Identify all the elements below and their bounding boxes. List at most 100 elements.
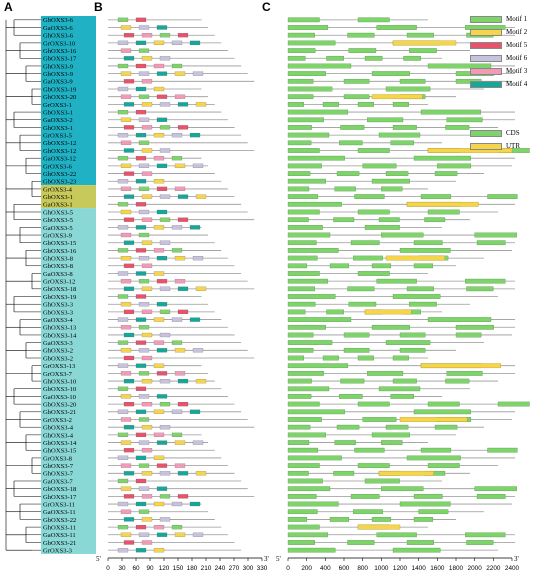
- motif-box: [174, 71, 186, 76]
- axis-b-tick-label: 300: [243, 565, 254, 572]
- motif-box: [177, 217, 189, 222]
- motif-box: [192, 163, 204, 168]
- motif-box: [153, 248, 165, 253]
- cds-box: [287, 63, 352, 69]
- motif-legend-swatch: [470, 81, 502, 88]
- motif-box: [195, 286, 207, 291]
- motif-box: [156, 186, 168, 191]
- gene-label: GbOXS3-1: [43, 110, 73, 117]
- cds-box: [287, 86, 333, 92]
- cds-box: [350, 240, 380, 246]
- motif-box: [135, 317, 147, 322]
- cds-box: [427, 63, 492, 69]
- motif-box: [171, 524, 183, 530]
- cds-box: [357, 463, 390, 468]
- cds-box: [287, 278, 329, 284]
- motif-box: [138, 209, 150, 215]
- cds-box: [413, 240, 443, 246]
- cds-box: [357, 401, 390, 407]
- motif-box: [135, 40, 147, 46]
- gene-label: GaOXS3-4: [43, 317, 73, 324]
- motif-box: [138, 163, 150, 168]
- motif-box: [117, 248, 129, 253]
- cds-box: [287, 394, 312, 399]
- cds-box: [287, 501, 339, 507]
- cds-box: [466, 286, 494, 292]
- axis-b-tick-label: 210: [201, 565, 212, 572]
- motif-box: [159, 332, 171, 338]
- motif-box: [117, 548, 129, 553]
- motif-box: [123, 402, 135, 407]
- motif-box: [123, 471, 135, 476]
- motif-box: [120, 463, 132, 468]
- cds-box: [362, 163, 397, 169]
- motif-box: [120, 140, 132, 145]
- motif-box: [120, 325, 132, 330]
- gene-label: GbOXS3-1: [43, 194, 73, 201]
- axis-c-tick-label: 1600: [430, 565, 445, 572]
- motif-box: [117, 86, 129, 92]
- motif-box: [171, 409, 183, 414]
- axis-c-tick-label: 1400: [412, 565, 427, 572]
- cds-box: [357, 271, 390, 276]
- gene-label: GaOXS3-6: [43, 25, 73, 32]
- motif-box: [123, 425, 135, 430]
- cds-box: [287, 117, 324, 123]
- cds-box: [455, 332, 482, 338]
- motif-box: [159, 494, 171, 499]
- motif-box: [174, 163, 186, 168]
- motif-box: [138, 279, 150, 284]
- axis-c-tick-label: 400: [320, 565, 331, 572]
- axis-b-tick-label: 270: [229, 565, 240, 572]
- motif-box: [135, 455, 147, 460]
- gene-label: GaOXS3-7: [43, 478, 73, 485]
- motif-box: [159, 217, 171, 222]
- gene-label: GrOXS3-3: [43, 548, 73, 555]
- cds-box: [287, 440, 310, 445]
- gene-label: GrOXS3-13: [43, 363, 76, 370]
- motif-box: [189, 317, 201, 322]
- motif-box: [156, 440, 168, 445]
- gene-label: GaOXS3-8: [43, 271, 73, 278]
- motif-box: [156, 348, 168, 353]
- motif-box: [141, 332, 153, 338]
- cds-box: [343, 332, 370, 338]
- cds-box: [287, 94, 314, 100]
- motif-box: [141, 171, 153, 176]
- gene-label: GrOXS3-10: [43, 40, 76, 47]
- motif-box: [117, 133, 129, 138]
- motif-box: [138, 371, 150, 376]
- cds-box: [287, 171, 311, 176]
- cds-box: [413, 517, 434, 522]
- gene-label: GbOXS3-23: [43, 179, 77, 186]
- motif-box: [174, 440, 186, 445]
- gene-label: GbOXS3-5: [43, 217, 74, 224]
- cds-box: [287, 470, 309, 476]
- motif-box: [141, 448, 153, 453]
- motif-box: [141, 355, 153, 361]
- motif-box: [141, 194, 153, 199]
- cds-box: [339, 140, 363, 146]
- motif-box: [141, 125, 153, 130]
- utr-box: [378, 470, 434, 476]
- gene-label: GrOXS3-9: [43, 232, 73, 239]
- cds-box: [287, 209, 320, 215]
- motif-box: [153, 455, 165, 460]
- motif-box: [159, 33, 171, 38]
- gene-label: GrOXS3-2: [43, 417, 72, 424]
- cds-box: [357, 102, 374, 107]
- cds-box: [287, 263, 308, 269]
- utr-box: [371, 94, 423, 100]
- cds-box: [385, 86, 431, 92]
- cds-box: [399, 332, 426, 338]
- cds-box: [287, 201, 342, 207]
- motif-box: [153, 225, 165, 230]
- motif-box: [153, 432, 165, 437]
- gene-label: GbOXS3-4: [43, 425, 74, 432]
- gene-label: GbOXS3-6: [43, 17, 74, 24]
- cds-box: [287, 155, 345, 161]
- cds-box: [364, 55, 383, 61]
- motif-box: [141, 402, 153, 407]
- motif-box: [177, 402, 189, 407]
- motif-box: [120, 486, 132, 491]
